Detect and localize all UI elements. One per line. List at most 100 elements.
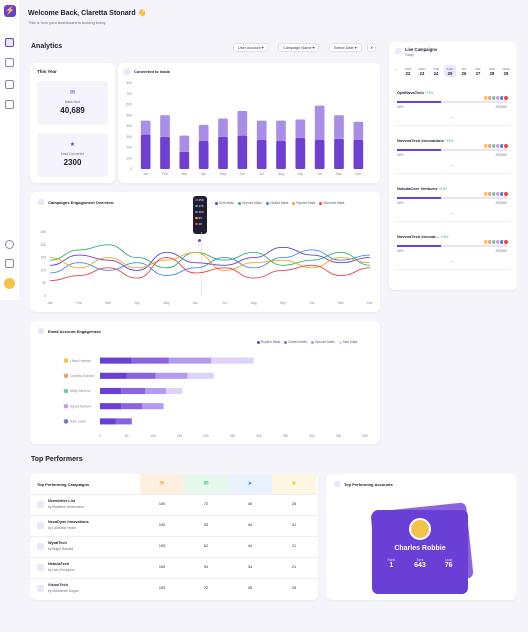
x-tick-label: Apr: [201, 172, 207, 176]
table-row[interactable]: NebulaTech by Lalo D'eregorio 100 94 34 21: [30, 557, 318, 578]
x-tick-label: Oct: [309, 301, 314, 305]
campaign-progress-fill: [397, 245, 441, 247]
star-icon: ★: [69, 142, 76, 148]
live-campaign-item[interactable]: OptiNovaTech +78% 40% 200/500 ⌄: [395, 84, 511, 126]
y-tick-label: 50: [42, 281, 46, 285]
hbar-segment: [211, 357, 254, 364]
x-tick-label: 350: [283, 434, 289, 438]
y-tick-label: 400: [126, 124, 132, 128]
campaign-progress-fill: [397, 101, 441, 103]
bar-dark: [295, 137, 306, 169]
expand-chevron-icon[interactable]: ⌄: [450, 162, 454, 167]
campaign-name-filter[interactable]: Campaign Name ▾: [278, 43, 320, 52]
y-tick-label: 250: [40, 230, 46, 234]
live-campaign-item[interactable]: NovexaTech Innovat... +16% 40% 200/500 ⌄: [395, 228, 511, 270]
campaign-name: WyattTech: [48, 541, 67, 545]
prev-day-arrow[interactable]: ‹: [395, 67, 397, 72]
converted-bar-chart: 800 700 600 500 400 300 200 100 0 Jan Feb Mar Apr May…: [126, 81, 364, 176]
campaign-pct: 40%: [397, 249, 404, 253]
legend-item: Replied Mails: [257, 340, 280, 344]
table-row[interactable]: Newsletter List by Madeline Undermann 100 7…: [30, 494, 318, 515]
day-chip[interactable]: FRI 26: [461, 66, 467, 76]
table-row[interactable]: WyattTech by Bright Randell 100 62 44 21: [30, 536, 318, 557]
day-chip[interactable]: MON 23: [418, 66, 426, 76]
day-chip[interactable]: SUN 28: [488, 66, 496, 76]
bar-light: [295, 119, 306, 138]
table-cell: 44: [247, 544, 253, 548]
accounts-title: Top Performing Accounts: [344, 482, 393, 487]
day-chip[interactable]: SUN 22: [404, 66, 412, 76]
expand-chevron-icon[interactable]: ⌄: [450, 114, 454, 119]
settings-icon[interactable]: [5, 100, 14, 109]
dashboard-icon[interactable]: [5, 38, 14, 47]
bar-dark: [314, 139, 325, 169]
bar-light: [314, 105, 325, 140]
day-chip[interactable]: MON 29: [502, 66, 510, 76]
account-name: Charles Robbie: [394, 545, 446, 552]
user-account-filter[interactable]: User Account ▾: [233, 43, 269, 52]
row-avatar: [63, 419, 69, 424]
clear-filters-button[interactable]: ✕: [367, 43, 377, 52]
analytics-title: Analytics: [31, 43, 63, 50]
day-chip[interactable]: SAT 27: [475, 66, 481, 76]
table-row[interactable]: VisionTech by Maurienne Dogan 100 72 45 25: [30, 578, 318, 599]
x-tick-label: 200: [203, 434, 209, 438]
table-cell: 100: [158, 544, 166, 548]
live-campaign-item[interactable]: NebulaCore Ventures +51% 40% 200/500 ⌄: [395, 180, 511, 222]
next-day-arrow[interactable]: ›: [508, 67, 510, 72]
table-cell: 62: [203, 544, 209, 548]
table-cell: 72: [203, 586, 209, 590]
col-header-open: ✉: [184, 474, 228, 494]
legend-item: Opened Mails: [237, 201, 262, 205]
converted-leads-card: Converted to leads 800 700 600 500 400 300 200…: [118, 63, 380, 183]
mails-sent-label: Mails Sent: [64, 100, 81, 104]
day-chip[interactable]: THU 25: [444, 65, 456, 77]
campaign-name: NexaDyne Innovations: [48, 520, 89, 524]
table-row[interactable]: NexaDyne Innovations by Lauranne Heale 100…: [30, 515, 318, 536]
row-label: Lillian Harman: [70, 359, 91, 363]
live-campaign-item[interactable]: NovexaTech Innovations +18% 40% 200/500 ⌄: [395, 132, 511, 174]
legend-item: Clicked Mails: [284, 340, 307, 344]
user-avatar[interactable]: [4, 278, 15, 289]
col-header-star: ★: [272, 474, 316, 494]
select-date-filter[interactable]: Select Date ▾: [329, 43, 362, 52]
bar-light: [237, 110, 248, 136]
row-avatar: [63, 403, 69, 409]
table-cell: 100: [158, 565, 166, 569]
x-tick-label: 250: [230, 434, 236, 438]
x-tick-label: Oct: [317, 172, 322, 176]
row-label: Sam Lente: [70, 420, 86, 424]
tooltip-value: 250: [195, 198, 205, 202]
campaign-count: 200/500: [495, 249, 507, 253]
app-logo[interactable]: ⚡: [4, 5, 16, 17]
this-year-card: This Year ✉ Mails Sent 40,689 ★ Lead Con…: [30, 63, 115, 183]
row-label: Abby Stevens: [70, 389, 91, 393]
campaign-count: 200/500: [495, 201, 507, 205]
bell-icon[interactable]: [5, 240, 14, 249]
logout-icon[interactable]: [5, 259, 14, 268]
bar-dark: [179, 151, 190, 169]
table-cell: 34: [247, 565, 253, 569]
campaign-avatars: [483, 136, 509, 154]
table-cell: 21: [291, 565, 297, 569]
campaign-icon: [37, 564, 44, 571]
account-card[interactable]: Charles Robbie Rank 1 Sent 643 Lead 76: [372, 510, 468, 594]
bar-light: [198, 124, 209, 142]
rocket-icon[interactable]: [5, 80, 14, 89]
bar-dark: [256, 139, 267, 169]
hbar-segment: [100, 418, 116, 425]
x-tick-label: 150: [177, 434, 183, 438]
day-chip[interactable]: TUE 24: [433, 66, 439, 76]
campaign-avatars: [483, 232, 509, 250]
open-mail-icon: ✉: [203, 481, 209, 487]
series-line: [49, 246, 371, 271]
mail-icon[interactable]: [5, 58, 14, 67]
this-year-label: This Year: [37, 69, 57, 74]
campaign-pct: 40%: [397, 105, 404, 109]
expand-chevron-icon[interactable]: ⌄: [450, 258, 454, 263]
campaign-progress-track: [397, 101, 507, 103]
welcome-subtitle: This is how your dashboard is looking to…: [28, 20, 106, 25]
expand-chevron-icon[interactable]: ⌄: [450, 210, 454, 215]
hbar-segment: [126, 372, 156, 379]
